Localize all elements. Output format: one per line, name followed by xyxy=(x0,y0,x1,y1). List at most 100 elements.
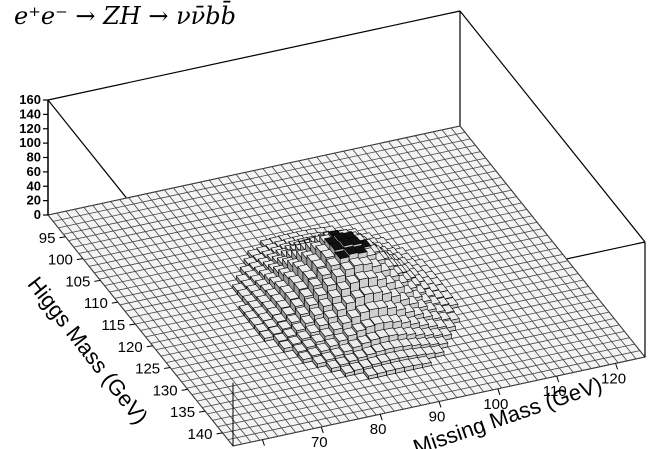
bar-top-face xyxy=(319,327,335,337)
y-tick-mark xyxy=(164,367,171,370)
y-tick-mark xyxy=(59,236,66,239)
z-tick-label: 60 xyxy=(27,164,41,179)
floor-grid-line xyxy=(222,343,635,434)
bar-top-face xyxy=(346,309,362,319)
bar-top-face xyxy=(342,327,358,337)
floor-grid-line xyxy=(63,144,476,235)
x-tick-mark xyxy=(379,414,383,421)
y-tick-label: 135 xyxy=(170,404,195,421)
x-tick-mark xyxy=(615,363,619,370)
y-tick-label: 130 xyxy=(153,382,178,399)
bar-top-face xyxy=(344,274,360,284)
bar-top-face xyxy=(371,364,387,374)
x-tick-mark xyxy=(556,375,560,383)
floor-grid-line xyxy=(94,183,507,274)
bar-top-face xyxy=(365,331,381,341)
x-tick-label: 60 xyxy=(252,447,269,449)
bar-top-face xyxy=(358,285,375,296)
floor-grid-line xyxy=(47,125,461,216)
x-tick-label: 100 xyxy=(483,396,508,413)
y-tick-mark xyxy=(111,301,118,304)
bar-top-face xyxy=(347,338,363,349)
histogram-bar xyxy=(339,364,355,378)
y-tick-mark xyxy=(216,432,223,435)
y-tick-mark xyxy=(181,388,188,391)
bar-top-face xyxy=(355,304,371,314)
x-tick-label: 90 xyxy=(429,409,446,426)
floor-grid-line xyxy=(89,176,502,267)
bar-top-face xyxy=(326,289,343,299)
bar-top-face xyxy=(324,337,340,347)
histogram-bar xyxy=(362,367,379,380)
bar-top-face xyxy=(348,257,364,267)
floor-grid-line xyxy=(68,151,481,242)
bar-top-face xyxy=(360,318,376,328)
bar-top-face xyxy=(328,321,344,331)
y-tick-mark xyxy=(76,258,83,261)
bar-top-face xyxy=(366,356,382,366)
y-tick-label: 120 xyxy=(118,339,143,356)
y-tick-label: 105 xyxy=(65,273,90,290)
y-tick-label: 115 xyxy=(101,317,125,334)
bar-top-face xyxy=(325,359,341,369)
y-tick-label: 95 xyxy=(39,230,56,247)
x-tick-label: 120 xyxy=(601,370,626,387)
z-tick-label: 120 xyxy=(19,121,41,136)
x-tick-label: 70 xyxy=(311,434,328,449)
bar-top-face xyxy=(349,289,366,299)
z-tick-label: 160 xyxy=(19,92,41,107)
x-tick-label: 80 xyxy=(370,421,387,438)
bar-top-face xyxy=(357,358,373,368)
floor-grid-line xyxy=(73,157,486,248)
bar-top-face xyxy=(362,367,379,377)
bar-top-face xyxy=(335,281,352,291)
bar-top-face xyxy=(343,352,359,362)
bar-top-face xyxy=(351,322,367,332)
histogram-bars xyxy=(232,225,460,380)
y-tick-label: 110 xyxy=(84,295,108,312)
x-tick-mark xyxy=(438,401,442,408)
x-tick-mark xyxy=(261,439,265,446)
z-tick-label: 0 xyxy=(34,207,41,222)
floor-grid-line xyxy=(53,132,466,222)
histogram-bar xyxy=(325,359,341,373)
bar-top-face xyxy=(339,261,355,271)
floor-grid-line xyxy=(58,138,471,229)
histogram-bar xyxy=(259,329,275,343)
plot-box-front-edges xyxy=(232,242,646,446)
floor-grid-line xyxy=(212,330,625,421)
z-tick-label: 140 xyxy=(19,106,41,121)
z-tick-label: 20 xyxy=(27,193,41,208)
bar-top-face xyxy=(330,268,346,278)
box-edge xyxy=(47,10,461,101)
floor-grid-line xyxy=(83,170,497,261)
bar-top-face xyxy=(334,250,350,260)
bar-top-face xyxy=(337,314,353,324)
bar-top-face xyxy=(369,315,385,325)
y-tick-mark xyxy=(198,410,206,413)
floor-grid-line xyxy=(217,337,630,428)
bar-top-face xyxy=(356,335,372,345)
bar-top-face xyxy=(323,309,339,319)
y-tick-label: 100 xyxy=(48,252,73,269)
z-tick-label: 80 xyxy=(27,150,41,165)
y-tick-label: 140 xyxy=(187,426,212,443)
bar-top-face xyxy=(329,347,345,357)
y-tick-mark xyxy=(94,279,101,282)
bar-top-face xyxy=(353,270,369,281)
y-tick-mark xyxy=(146,345,153,348)
bar-top-face xyxy=(352,349,368,359)
box-edge xyxy=(459,10,646,243)
bar-top-face xyxy=(338,343,354,353)
bar-top-face xyxy=(364,301,380,311)
bar-top-face xyxy=(338,237,354,247)
y-tick-label: 125 xyxy=(135,361,160,378)
bar-top-face xyxy=(343,245,359,255)
bar-top-face xyxy=(375,353,391,363)
bar-top-face xyxy=(333,332,349,342)
floor-grid-line xyxy=(227,350,640,440)
z-tick-label: 40 xyxy=(27,178,41,193)
bar-top-face xyxy=(332,301,348,311)
